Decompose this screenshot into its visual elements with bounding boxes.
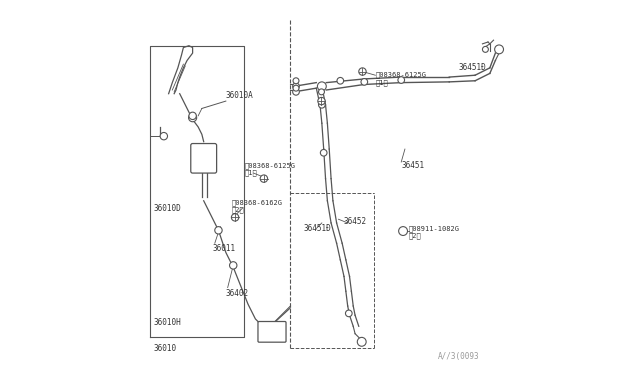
Text: 36402: 36402 — [226, 289, 249, 298]
Text: 36010: 36010 — [153, 344, 176, 353]
Circle shape — [357, 337, 366, 346]
Text: Ⓞ08911-1082G
（2）: Ⓞ08911-1082G （2） — [408, 225, 460, 239]
Circle shape — [292, 89, 300, 95]
Circle shape — [160, 132, 168, 140]
Circle shape — [359, 68, 366, 75]
Circle shape — [318, 97, 325, 105]
Circle shape — [189, 113, 196, 122]
Text: A//3(0093: A//3(0093 — [438, 352, 480, 361]
Text: Ⓜ08368-6125G
（1）: Ⓜ08368-6125G （1） — [244, 162, 295, 176]
Text: Ⓜ08368-6162G
（2）: Ⓜ08368-6162G （2） — [232, 199, 282, 214]
Circle shape — [215, 227, 222, 234]
Text: 36010D: 36010D — [153, 203, 181, 213]
Circle shape — [398, 77, 404, 83]
Text: 36451: 36451 — [401, 161, 424, 170]
Circle shape — [317, 82, 326, 91]
Circle shape — [189, 112, 196, 119]
Circle shape — [319, 89, 324, 95]
Circle shape — [293, 85, 299, 91]
Text: 36451Đ: 36451Đ — [303, 224, 331, 233]
Circle shape — [346, 310, 352, 317]
Text: 36452: 36452 — [344, 217, 367, 225]
Circle shape — [337, 77, 344, 84]
Text: 36010A: 36010A — [226, 91, 253, 100]
Text: Ⓜ08368-6125G
（1）: Ⓜ08368-6125G （1） — [376, 72, 426, 86]
Circle shape — [483, 46, 488, 52]
Circle shape — [292, 83, 300, 90]
FancyBboxPatch shape — [258, 321, 286, 342]
Text: 36010H: 36010H — [153, 318, 181, 327]
Text: 36011: 36011 — [213, 244, 236, 253]
Circle shape — [232, 214, 239, 221]
Circle shape — [260, 175, 268, 182]
Circle shape — [495, 45, 504, 54]
Circle shape — [230, 262, 237, 269]
Circle shape — [361, 78, 367, 85]
Circle shape — [319, 102, 325, 108]
Circle shape — [399, 227, 408, 235]
Circle shape — [321, 150, 327, 156]
Circle shape — [293, 78, 299, 84]
Text: 36451Đ: 36451Đ — [458, 63, 486, 72]
FancyBboxPatch shape — [191, 144, 216, 173]
